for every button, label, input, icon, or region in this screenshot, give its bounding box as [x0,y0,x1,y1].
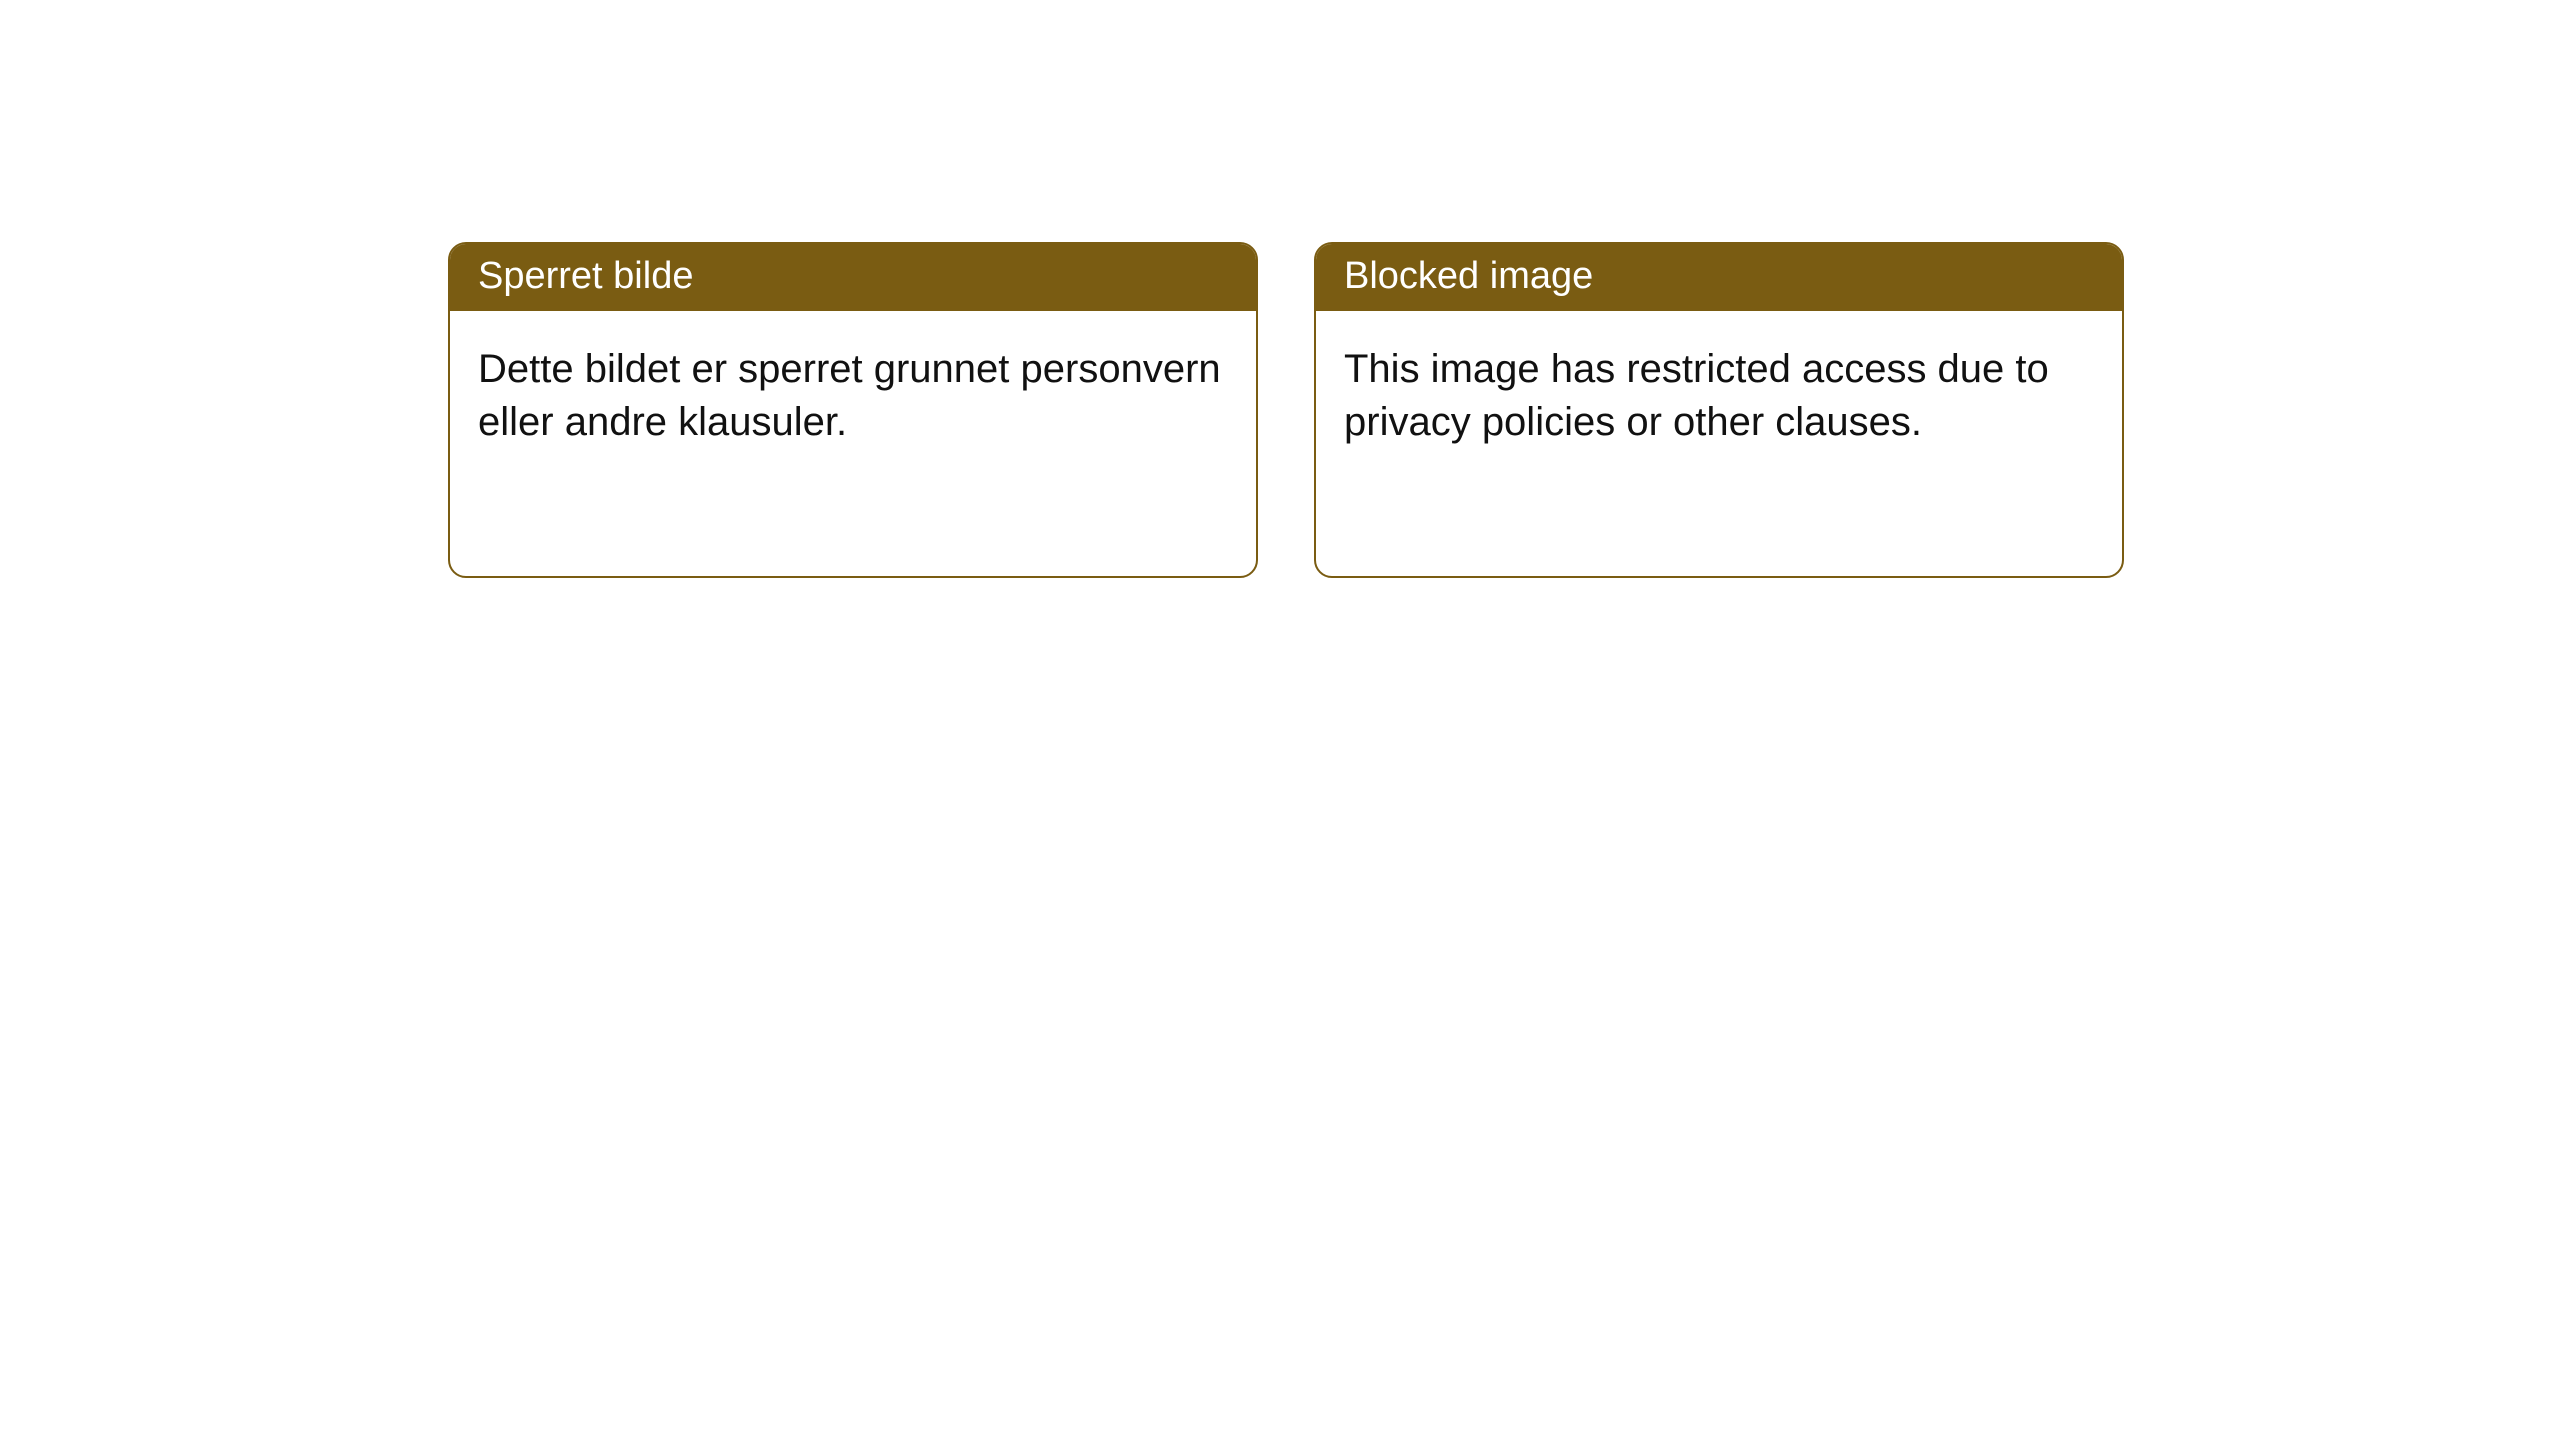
notice-body-en: This image has restricted access due to … [1316,311,2122,481]
notice-header-en: Blocked image [1316,244,2122,311]
notice-card-en: Blocked image This image has restricted … [1314,242,2124,578]
notice-container: Sperret bilde Dette bildet er sperret gr… [0,0,2560,578]
notice-body-no: Dette bildet er sperret grunnet personve… [450,311,1256,481]
notice-card-no: Sperret bilde Dette bildet er sperret gr… [448,242,1258,578]
notice-header-no: Sperret bilde [450,244,1256,311]
